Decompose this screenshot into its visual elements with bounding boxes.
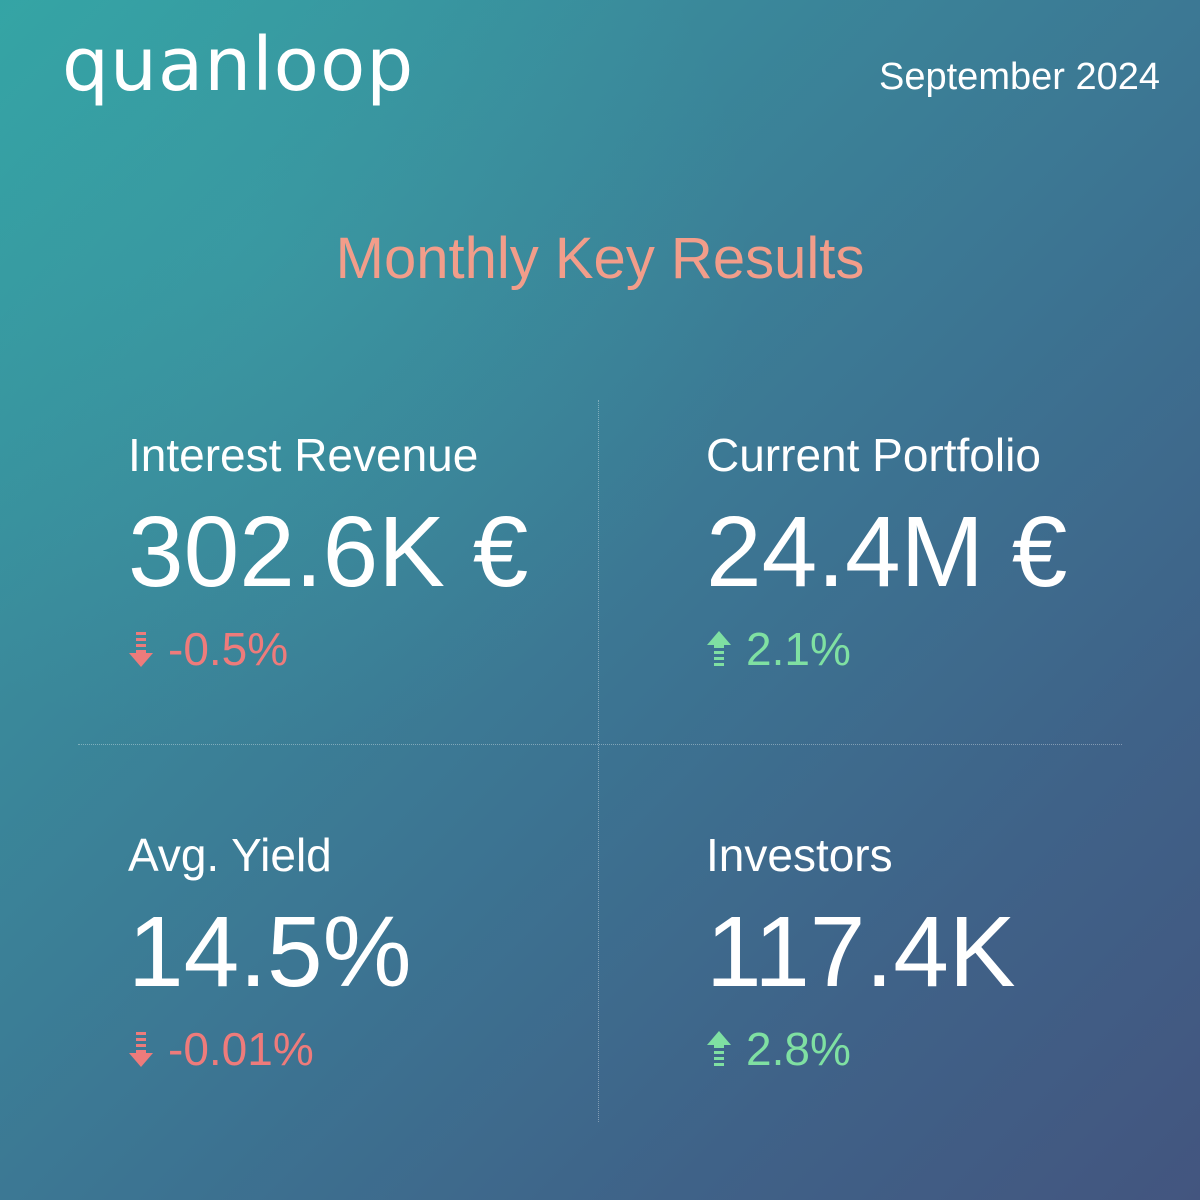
metric-label: Interest Revenue bbox=[128, 429, 479, 481]
metric-change: 2.8% bbox=[706, 1026, 1176, 1072]
arrow-down-icon bbox=[129, 1032, 153, 1067]
metric-label: Investors bbox=[706, 829, 893, 881]
arrow-down-icon bbox=[129, 632, 153, 667]
metric-change-value: -0.01% bbox=[168, 1023, 314, 1075]
metric-avg-yield: Avg. Yield 14.5% -0.01% bbox=[128, 832, 598, 1072]
metric-interest-revenue: Interest Revenue 302.6K € -0.5% bbox=[128, 432, 598, 672]
metric-change-value: 2.1% bbox=[746, 623, 851, 675]
metric-value: 117.4K bbox=[706, 896, 1016, 1008]
report-date: September 2024 bbox=[879, 56, 1160, 98]
arrow-up-icon bbox=[707, 1031, 731, 1066]
brand-logo: quanloop bbox=[62, 22, 415, 108]
metric-value: 14.5% bbox=[128, 896, 412, 1008]
horizontal-divider bbox=[78, 744, 1122, 745]
metric-current-portfolio: Current Portfolio 24.4M € 2.1% bbox=[706, 432, 1176, 672]
arrow-up-icon bbox=[707, 631, 731, 666]
vertical-divider bbox=[598, 400, 599, 1122]
background-glow bbox=[0, 0, 800, 800]
metric-value: 24.4M € bbox=[706, 496, 1068, 608]
metric-label: Avg. Yield bbox=[128, 829, 332, 881]
metric-label: Current Portfolio bbox=[706, 429, 1041, 481]
page-title: Monthly Key Results bbox=[335, 226, 865, 291]
metric-change-value: 2.8% bbox=[746, 1023, 851, 1075]
metric-change-value: -0.5% bbox=[168, 623, 289, 675]
metric-change: -0.01% bbox=[128, 1026, 598, 1072]
metric-investors: Investors 117.4K 2.8% bbox=[706, 832, 1176, 1072]
metric-value: 302.6K € bbox=[128, 496, 529, 608]
metric-change: 2.1% bbox=[706, 626, 1176, 672]
metric-change: -0.5% bbox=[128, 626, 598, 672]
